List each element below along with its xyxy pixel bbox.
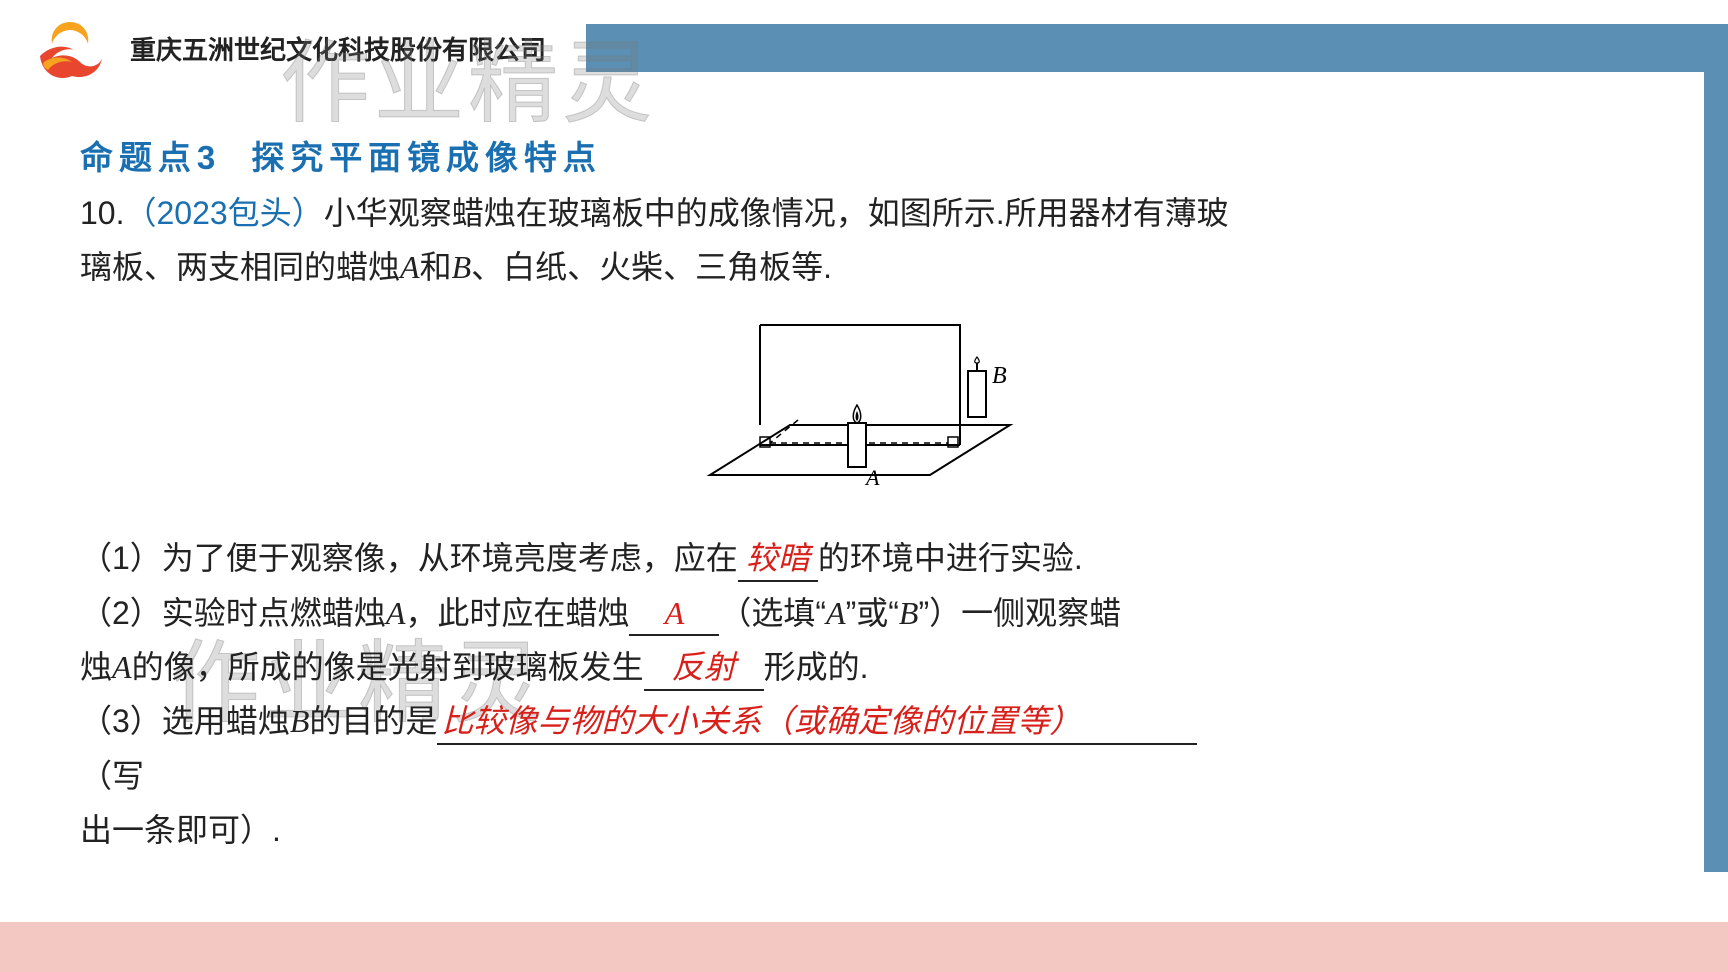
right-accent-bar	[1704, 72, 1728, 872]
p2-mid4: ”）一侧观察蜡	[918, 595, 1121, 631]
topic-label: 命题点3	[80, 139, 221, 176]
part-2-line1: （2）实验时点燃蜡烛A，此时应在蜡烛A（选填“A”或“B”）一侧观察蜡	[80, 586, 1640, 640]
p2l2-pre: 烛	[80, 649, 112, 685]
p2-mid2: （选填“	[719, 595, 826, 631]
diagram-label-a: A	[864, 465, 880, 490]
p1-answer: 较暗	[746, 540, 810, 576]
bottom-stripe	[0, 922, 1728, 972]
part-2-line2: 烛A的像，所成的像是光射到玻璃板发生反射形成的.	[80, 640, 1640, 694]
p2-answer1: A	[665, 595, 685, 631]
p1-blank: 较暗	[738, 538, 818, 582]
p3-blank: 比较像与物的大小关系（或确定像的位置等）	[437, 701, 1197, 745]
p2-pre: （2）实验时点燃蜡烛	[80, 595, 386, 631]
p2l2-mid: 的像，所成的像是光射到玻璃板发生	[132, 649, 644, 685]
question-stem-line2: 璃板、两支相同的蜡烛A和B、白纸、火柴、三角板等.	[80, 240, 1640, 294]
content-area: 命题点3 探究平面镜成像特点 10.（2023包头）小华观察蜡烛在玻璃板中的成像…	[80, 130, 1640, 858]
header-bar: 重庆五洲世纪文化科技股份有限公司	[0, 24, 1728, 72]
p2-a: A	[386, 595, 406, 631]
diagram-label-b: B	[992, 363, 1007, 389]
question-stem: 10.（2023包头）小华观察蜡烛在玻璃板中的成像情况，如图所示.所用器材有薄玻	[80, 186, 1640, 240]
experiment-diagram: A B	[680, 305, 1040, 505]
stem2-pre: 璃板、两支相同的蜡烛	[80, 249, 400, 285]
p2l2-post: 形成的.	[764, 649, 869, 685]
p2-mid1: ，此时应在蜡烛	[405, 595, 629, 631]
p2-mid3: ”或“	[846, 595, 899, 631]
stem2-b: B	[452, 249, 472, 285]
company-logo-icon	[30, 14, 110, 84]
diagram-wrap: A B	[80, 305, 1640, 521]
topic-heading: 命题点3 探究平面镜成像特点	[80, 130, 1640, 186]
p3-b: B	[290, 703, 310, 739]
stem2-a: A	[400, 249, 420, 285]
stem2-post: 、白纸、火柴、三角板等.	[471, 249, 832, 285]
part-3-line2: （写	[80, 749, 1640, 803]
p1-post: 的环境中进行实验.	[818, 540, 1083, 576]
part-1: （1）为了便于观察像，从环境亮度考虑，应在较暗的环境中进行实验.	[80, 531, 1640, 585]
p2-opta: A	[826, 595, 846, 631]
p2-optb: B	[899, 595, 919, 631]
p3-pre: （3）选用蜡烛	[80, 703, 290, 739]
part-3-line1: （3）选用蜡烛B的目的是比较像与物的大小关系（或确定像的位置等）	[80, 694, 1640, 748]
p3-mid: 的目的是	[309, 703, 437, 739]
p1-pre: （1）为了便于观察像，从环境亮度考虑，应在	[80, 540, 738, 576]
stem2-mid: 和	[420, 249, 452, 285]
p2l2-a: A	[112, 649, 132, 685]
p2-blank2: 反射	[644, 647, 764, 691]
p2-blank1: A	[629, 593, 719, 637]
part-3-line3: 出一条即可）.	[80, 803, 1640, 857]
p2-answer2: 反射	[672, 649, 736, 685]
p3-answer: 比较像与物的大小关系（或确定像的位置等）	[441, 703, 1081, 739]
stem-line1: 小华观察蜡烛在玻璃板中的成像情况，如图所示.所用器材有薄玻	[324, 195, 1229, 231]
question-source: （2023包头）	[124, 195, 323, 231]
topic-title: 探究平面镜成像特点	[251, 139, 601, 176]
question-number: 10.	[80, 195, 124, 231]
company-name: 重庆五洲世纪文化科技股份有限公司	[130, 30, 546, 67]
